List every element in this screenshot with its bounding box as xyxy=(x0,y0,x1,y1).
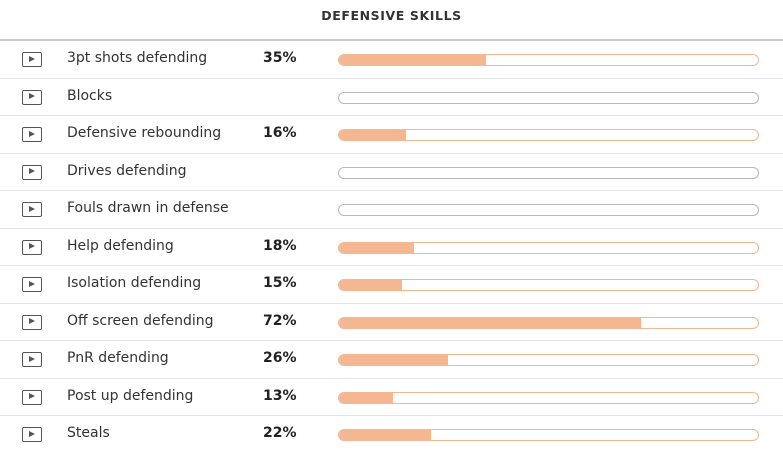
skill-percent: 22% xyxy=(263,425,297,441)
skill-label: Defensive rebounding xyxy=(67,125,222,141)
skill-row: Drives defending xyxy=(0,154,783,191)
play-video-icon[interactable] xyxy=(22,352,42,367)
skill-label: Fouls drawn in defense xyxy=(67,200,229,216)
skill-label: Steals xyxy=(67,425,110,441)
skill-progress-fill xyxy=(339,355,448,365)
skill-percent: 72% xyxy=(263,312,297,329)
skill-row: 3pt shots defending 35% xyxy=(0,41,783,79)
skill-label: Off screen defending xyxy=(67,312,214,329)
skill-progress-bar xyxy=(338,91,759,104)
section-header: DEFENSIVE SKILLS xyxy=(0,0,783,41)
skill-progress-fill xyxy=(339,280,402,290)
skill-percent: 18% xyxy=(263,237,297,254)
skill-label: Isolation defending xyxy=(67,275,202,291)
skill-label: PnR defending xyxy=(67,350,169,366)
skill-row: Defensive rebounding 16% xyxy=(0,116,783,154)
skill-progress-fill xyxy=(339,392,394,403)
skill-row: Fouls drawn in defense xyxy=(0,191,783,229)
skill-progress-bar xyxy=(338,129,759,141)
skill-row: PnR defending 26% xyxy=(0,341,783,379)
section-title: DEFENSIVE SKILLS xyxy=(321,8,462,23)
skill-label: Drives defending xyxy=(67,162,187,179)
play-video-icon[interactable] xyxy=(22,52,42,67)
play-video-icon[interactable] xyxy=(22,202,42,217)
skill-progress-bar xyxy=(338,316,759,329)
skill-progress-bar xyxy=(338,166,759,179)
skill-progress-fill xyxy=(339,430,432,440)
skill-row: Off screen defending 72% xyxy=(0,304,783,341)
skill-progress-bar xyxy=(338,204,759,216)
skill-progress-fill xyxy=(339,55,486,65)
skill-progress-bar xyxy=(338,54,759,66)
skill-percent: 26% xyxy=(263,350,297,366)
play-video-icon[interactable] xyxy=(22,164,42,180)
skill-progress-bar xyxy=(338,429,759,441)
skill-progress-bar xyxy=(338,391,759,404)
skill-percent: 13% xyxy=(263,387,297,404)
play-video-icon[interactable] xyxy=(22,127,42,142)
skill-label: Blocks xyxy=(67,87,113,104)
skill-row: Isolation defending 15% xyxy=(0,266,783,304)
skill-progress-fill xyxy=(339,317,641,328)
skills-list: 3pt shots defending 35% Blocks Defensive… xyxy=(0,41,783,454)
play-video-icon[interactable] xyxy=(22,389,42,405)
skill-percent: 16% xyxy=(263,125,297,141)
play-video-icon[interactable] xyxy=(22,89,42,105)
play-video-icon[interactable] xyxy=(22,314,42,330)
skill-label: Post up defending xyxy=(67,387,194,404)
skill-percent: 35% xyxy=(263,50,297,66)
play-video-icon[interactable] xyxy=(22,427,42,442)
skill-row: Post up defending 13% xyxy=(0,379,783,416)
play-video-icon[interactable] xyxy=(22,277,42,292)
skill-row: Blocks xyxy=(0,79,783,116)
skill-row: Steals 22% xyxy=(0,416,783,454)
play-video-icon[interactable] xyxy=(22,239,42,255)
skill-label: Help defending xyxy=(67,237,174,254)
skill-progress-bar xyxy=(338,241,759,254)
skill-percent: 15% xyxy=(263,275,297,291)
skill-label: 3pt shots defending xyxy=(67,50,208,66)
skill-progress-bar xyxy=(338,354,759,366)
skill-progress-bar xyxy=(338,279,759,291)
skill-progress-fill xyxy=(339,242,415,253)
skill-row: Help defending 18% xyxy=(0,229,783,266)
skill-progress-fill xyxy=(339,130,407,140)
